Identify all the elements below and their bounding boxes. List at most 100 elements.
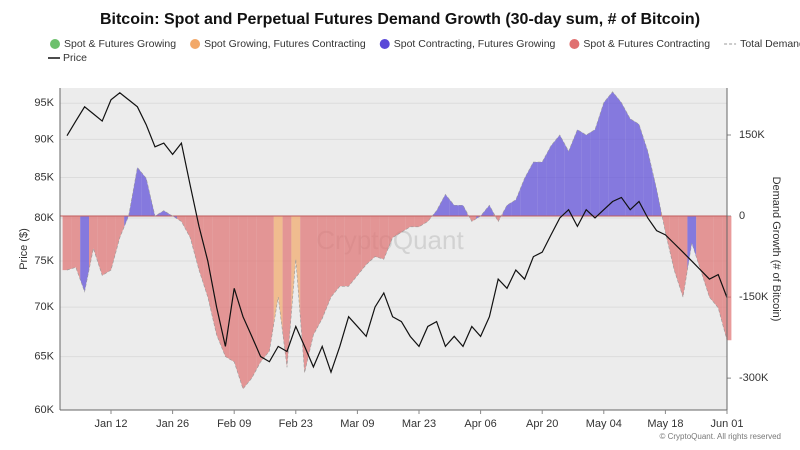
demand-area — [669, 216, 679, 284]
demand-area — [555, 135, 565, 217]
x-tick-label: Apr 20 — [526, 418, 558, 430]
price-line — [66, 92, 728, 375]
demand-area — [247, 216, 257, 384]
legend-label: Total Demand — [740, 38, 800, 50]
demand-area — [713, 216, 723, 325]
demand-area — [581, 132, 591, 217]
legend-label: Price — [63, 52, 87, 64]
demand-area — [388, 216, 397, 249]
demand-area — [511, 189, 521, 217]
demand-area — [590, 116, 600, 217]
demand-area — [405, 216, 415, 230]
demand-area — [546, 140, 556, 217]
demand-area — [652, 170, 661, 217]
x-tick-label: Feb 09 — [217, 418, 251, 430]
demand-area — [678, 216, 688, 298]
legend-label: Spot & Futures Growing — [64, 38, 176, 50]
x-tick-label: Jun 01 — [710, 418, 743, 430]
demand-area — [529, 162, 538, 217]
y2-axis-label: Demand Growth (# of Bitcoin) — [770, 177, 782, 322]
demand-area — [634, 121, 644, 217]
total-demand-line — [66, 91, 728, 390]
demand-area — [97, 216, 107, 276]
legend-marker — [50, 39, 60, 49]
demand-area — [625, 110, 635, 217]
demand-area — [291, 216, 301, 316]
demand-area — [353, 216, 362, 281]
demand-area — [141, 172, 151, 217]
demand-area — [282, 216, 292, 368]
y-axis-label: Price ($) — [18, 228, 30, 270]
demand-area — [124, 191, 133, 227]
demand-area — [502, 202, 512, 217]
y2-tick-label: 150K — [739, 129, 765, 141]
demand-area — [467, 213, 477, 222]
demand-area — [300, 216, 309, 373]
demand-area — [203, 216, 213, 316]
demand-area — [441, 194, 450, 217]
y-tick-label: 75K — [34, 255, 54, 267]
y2-tick-label: -150K — [739, 291, 769, 303]
y2-tick-label: -300K — [739, 372, 769, 384]
demand-area — [608, 91, 617, 217]
demand-area — [573, 129, 582, 217]
demand-area — [696, 216, 705, 284]
demand-area — [485, 205, 494, 217]
demand-area — [177, 216, 186, 230]
legend-marker — [379, 39, 390, 49]
demand-area — [317, 216, 327, 327]
demand-area — [617, 97, 626, 217]
demand-area — [370, 216, 380, 261]
demand-area — [643, 137, 653, 217]
demand-area — [537, 153, 547, 217]
demand-area — [238, 216, 248, 389]
demand-area — [106, 216, 116, 273]
x-tick-label: Mar 09 — [340, 418, 374, 430]
y-tick-label: 80K — [34, 212, 54, 224]
demand-area — [256, 216, 265, 371]
legend-label: Spot Contracting, Futures Growing — [394, 38, 556, 50]
y-tick-label: 95K — [34, 97, 54, 109]
demand-area — [449, 199, 459, 217]
x-tick-label: Jan 12 — [94, 418, 127, 430]
demand-area — [493, 213, 503, 222]
legend-label: Spot Growing, Futures Contracting — [204, 38, 366, 50]
demand-area — [62, 216, 72, 271]
demand-area — [309, 216, 318, 354]
x-tick-label: Feb 23 — [279, 418, 313, 430]
demand-area — [361, 216, 371, 271]
demand-area — [71, 216, 81, 280]
demand-area — [397, 216, 406, 235]
x-tick-label: Mar 23 — [402, 418, 436, 430]
demand-area — [344, 216, 353, 287]
y-tick-label: 85K — [34, 171, 54, 183]
x-tick-label: Apr 06 — [464, 418, 496, 430]
demand-area — [221, 216, 230, 360]
demand-area — [273, 216, 283, 333]
chart-title: Bitcoin: Spot and Perpetual Futures Dema… — [100, 11, 700, 28]
demand-area — [326, 216, 336, 308]
demand-area — [476, 210, 485, 219]
y-tick-label: 65K — [34, 350, 54, 362]
demand-area — [458, 205, 468, 217]
demand-area — [150, 197, 160, 217]
demand-area — [212, 216, 221, 346]
y-tick-label: 60K — [34, 404, 54, 416]
y-tick-label: 90K — [34, 133, 54, 145]
y-tick-label: 70K — [34, 301, 54, 313]
demand-area — [335, 216, 345, 292]
x-tick-label: Jan 26 — [156, 418, 189, 430]
demand-area — [379, 216, 389, 260]
demand-area — [80, 216, 89, 292]
demand-area — [661, 210, 670, 252]
demand-area — [432, 202, 441, 217]
demand-area — [159, 210, 169, 217]
x-tick-label: May 18 — [647, 418, 683, 430]
demand-area — [185, 216, 195, 254]
legend-marker — [569, 39, 580, 49]
legend-label: Spot & Futures Contracting — [583, 38, 710, 50]
demand-area — [414, 216, 424, 227]
demand-area — [265, 216, 274, 357]
demand-area — [705, 216, 714, 303]
